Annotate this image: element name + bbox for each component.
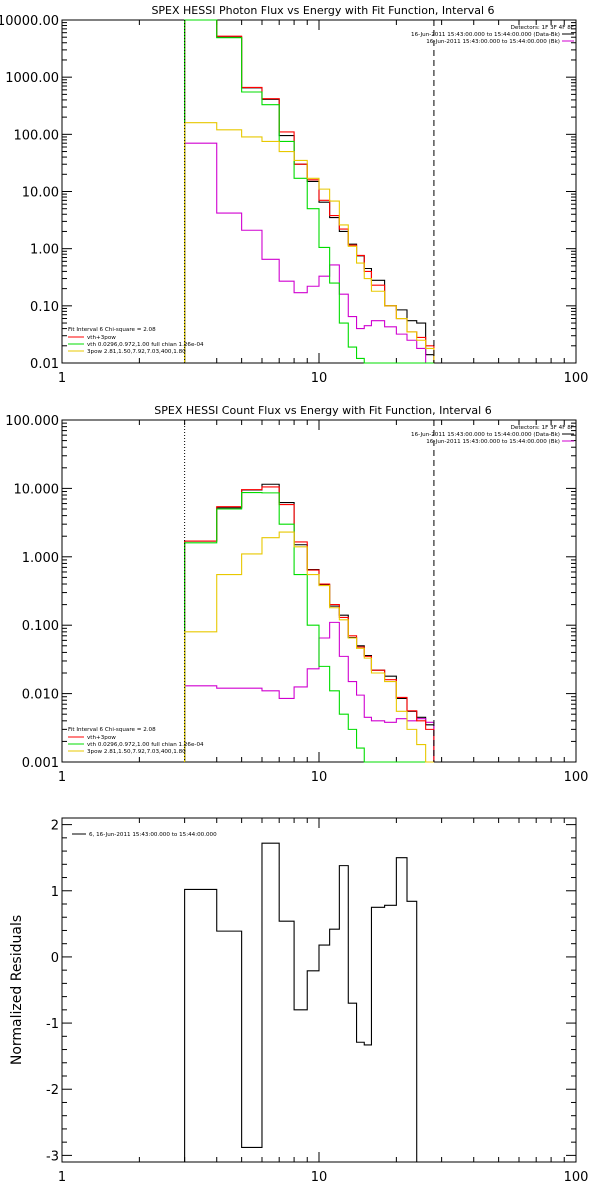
photon-flux-y-tick-label: 10.00 [22,186,59,201]
photon-flux-legend-total: vth+3pow [87,335,116,341]
count-flux-series-4 [184,531,434,763]
count-flux-x-tick-label: 10 [311,770,328,785]
photon-flux-series-3 [184,19,434,364]
count-flux-series-3 [184,491,434,763]
count-flux-legend-bottom: Fit Interval 6 Chi-square = 2.08 vth+3po… [68,727,204,755]
residuals-ylabel: Normalized Residuals [9,915,25,1065]
count-flux-y-tick-label: 100.000 [5,414,59,429]
photon-flux-legend-bk: 16-Jun-2011 15:43:00.000 to 15:44:00.000… [426,39,560,45]
photon-flux-y-tick-label: 1.00 [30,243,59,258]
photon-flux-axes: 1 10 100 0.01 0.10 1.00 10.00 100.00 1000.00 1000… [0,14,588,386]
photon-flux-title: SPEX HESSI Photon Flux vs Energy with Fi… [151,4,494,17]
count-flux-panel: SPEX HESSI Count Flux vs Energy with Fit… [5,404,588,785]
photon-flux-legend-bottom: Fit Interval 6 Chi-square = 2.08 vth+3po… [68,327,204,355]
count-flux-legend-data-bk: 16-Jun-2011 15:43:00.000 to 15:44:00.000… [411,432,560,438]
residuals-y-tick-label: 1 [51,885,59,900]
residuals-legend-label: 6, 16-Jun-2011 15:43:00.000 to 15:44:00.… [89,832,217,838]
count-flux-frame [61,419,577,763]
residuals-x-tick-label: 100 [564,1170,589,1185]
residuals-series-0 [184,842,418,1162]
count-flux-legend-fit-interval: Fit Interval 6 Chi-square = 2.08 [68,727,156,733]
photon-flux-y-tick-label: 0.10 [30,300,59,315]
residuals-y-tick-label: -2 [46,1083,59,1098]
photon-flux-y-tick-label: 1000.00 [5,71,59,86]
count-flux-legend-detectors: Detectors: 1F 3F 4F 8F [511,425,574,431]
count-flux-series-2 [184,486,435,762]
residuals-panel: Normalized Residuals 1 10 100 -3 -2 -1 0 1 2 6, … [9,817,588,1185]
count-flux-legend-bk: 16-Jun-2011 15:43:00.000 to 15:44:00.000… [426,439,560,445]
photon-flux-y-tick-label: 100.00 [14,128,60,143]
count-flux-x-tick-label: 100 [564,770,589,785]
residuals-frame [61,817,577,1163]
residuals-y-tick-label: -3 [46,1149,59,1164]
residuals-y-tick-label: 2 [51,819,59,834]
count-flux-y-tick-label: 1.000 [22,551,59,566]
photon-flux-x-tick-label: 10 [311,371,328,386]
photon-flux-legend-3pow: 3pow 2.81,1.50,7.92,7.03,400,1.80 [87,349,186,355]
photon-flux-legend-data-bk: 16-Jun-2011 15:43:00.000 to 15:44:00.000… [411,32,560,38]
photon-flux-legend-top: Detectors: 1F 3F 4F 8F 16-Jun-2011 15:43… [411,25,574,45]
count-flux-title: SPEX HESSI Count Flux vs Energy with Fit… [154,404,491,417]
photon-flux-series [184,19,435,364]
photon-flux-y-tick-label: 10000.00 [0,14,59,29]
count-flux-y-tick-label: 0.010 [22,688,59,703]
photon-flux-legend-detectors: Detectors: 1F 3F 4F 8F [511,25,574,31]
photon-flux-panel: SPEX HESSI Photon Flux vs Energy with Fi… [0,4,588,386]
residuals-y-tick-label: -1 [46,1017,59,1032]
residuals-x-tick-label: 10 [311,1170,328,1185]
residuals-series [184,842,418,1162]
count-flux-legend-3pow: 3pow 2.81,1.50,7.92,7.03,400,1.80 [87,749,186,755]
count-flux-legend-top: Detectors: 1F 3F 4F 8F 16-Jun-2011 15:43… [411,425,574,445]
residuals-x-tick-label: 1 [58,1170,66,1185]
residuals-axes: 1 10 100 -3 -2 -1 0 1 2 [46,818,588,1185]
count-flux-y-tick-label: 0.100 [22,619,59,634]
photon-flux-legend-fit-interval: Fit Interval 6 Chi-square = 2.08 [68,327,156,333]
count-flux-y-tick-label: 0.001 [22,756,59,771]
count-flux-legend-total: vth+3pow [87,735,116,741]
count-flux-y-tick-label: 10.000 [14,482,60,497]
photon-flux-x-tick-label: 1 [58,371,66,386]
photon-flux-series-4 [184,122,435,363]
residuals-y-tick-label: 0 [51,951,59,966]
count-flux-legend-vth: vth 0.0296,0.972,1.00 full chian 1.26e-0… [87,742,204,748]
photon-flux-y-tick-label: 0.01 [30,357,59,372]
photon-flux-x-tick-label: 100 [564,371,589,386]
photon-flux-series-1 [184,142,434,364]
count-flux-x-tick-label: 1 [58,770,66,785]
photon-flux-legend-vth: vth 0.0296,0.972,1.00 full chian 1.26e-0… [87,342,204,348]
count-flux-series [184,483,435,763]
